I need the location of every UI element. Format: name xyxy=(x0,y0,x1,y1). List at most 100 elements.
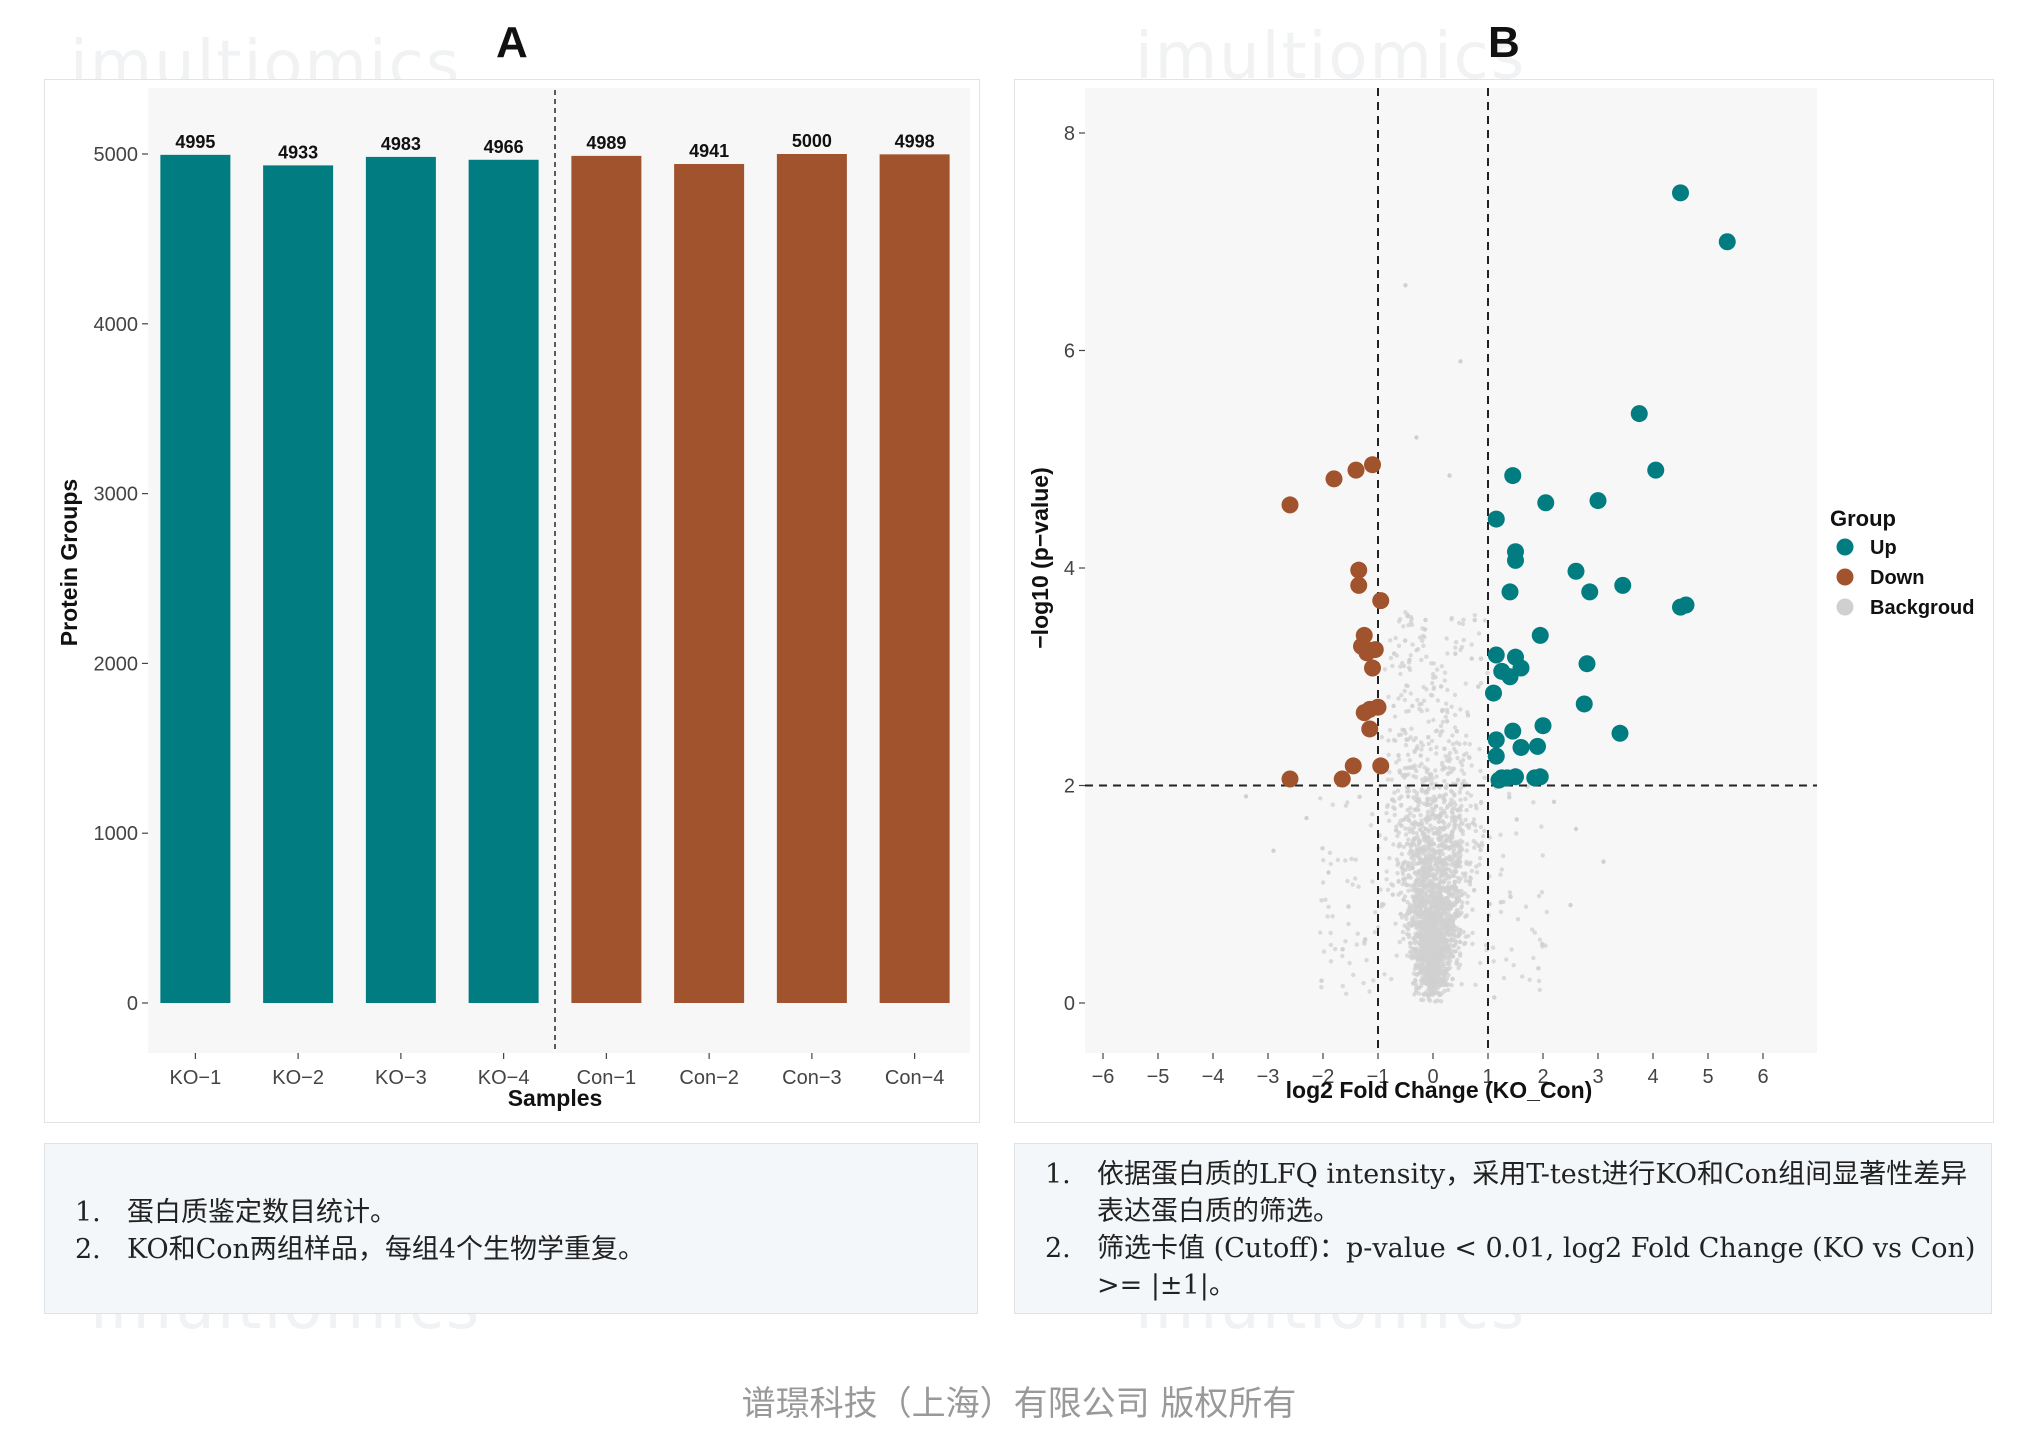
up-point xyxy=(1575,695,1593,713)
panel-b-letter: B xyxy=(1488,18,1520,67)
background-point xyxy=(1434,745,1439,750)
up-point xyxy=(1581,583,1599,601)
background-point xyxy=(1439,873,1444,878)
background-point xyxy=(1466,754,1472,760)
down-point xyxy=(1347,461,1365,479)
background-point xyxy=(1440,719,1446,725)
background-point xyxy=(1477,746,1482,752)
background-point xyxy=(1420,901,1425,906)
background-point xyxy=(1442,918,1447,924)
background-point xyxy=(1399,823,1404,828)
background-point xyxy=(1410,703,1415,709)
background-point xyxy=(1573,826,1579,832)
up-point xyxy=(1507,768,1524,786)
background-point xyxy=(1438,906,1443,911)
background-point xyxy=(1426,992,1431,997)
x-axis-title: log2 Fold Change (KO_Con) xyxy=(1286,1077,1593,1103)
background-point xyxy=(1446,739,1452,744)
up-point xyxy=(1647,461,1665,479)
background-point xyxy=(1439,961,1445,966)
background-point xyxy=(1409,849,1415,854)
background-point xyxy=(1469,656,1474,661)
bar-value-label: 4983 xyxy=(381,134,421,154)
background-point xyxy=(1430,680,1435,686)
background-point xyxy=(1424,955,1429,961)
background-point xyxy=(1401,860,1406,866)
note-item: 2. 筛选卡值 (Cutoff)：p-value < 0.01, log2 Fol… xyxy=(1045,1230,1981,1304)
background-point xyxy=(1476,631,1482,636)
panel-a-letter: A xyxy=(496,18,528,67)
background-point xyxy=(1427,967,1433,973)
background-point xyxy=(1437,837,1442,842)
background-point xyxy=(1498,909,1504,915)
up-point xyxy=(1487,510,1505,528)
background-point xyxy=(1458,838,1463,843)
background-point xyxy=(1442,678,1447,683)
x-tick-label: −3 xyxy=(1257,1066,1280,1088)
background-point xyxy=(1423,790,1428,795)
background-point xyxy=(1450,976,1455,982)
legend-title: Group xyxy=(1830,506,1896,531)
background-point xyxy=(1465,790,1470,796)
background-point xyxy=(1420,922,1426,928)
background-point xyxy=(1439,843,1444,848)
background-point xyxy=(1403,638,1408,643)
bar xyxy=(674,164,745,1003)
background-point xyxy=(1454,939,1459,944)
background-point xyxy=(1357,794,1362,799)
background-point xyxy=(1435,698,1441,703)
up-point xyxy=(1504,467,1522,485)
background-point xyxy=(1428,945,1433,950)
background-point xyxy=(1408,810,1413,816)
background-point xyxy=(1413,807,1419,812)
background-point xyxy=(1455,777,1461,783)
background-point xyxy=(1543,943,1548,948)
background-point xyxy=(1539,824,1544,829)
background-point xyxy=(1428,933,1433,938)
background-point xyxy=(1457,939,1463,945)
background-point xyxy=(1478,847,1483,853)
bar-value-label: 4933 xyxy=(278,142,318,162)
background-point xyxy=(1328,942,1334,948)
background-point xyxy=(1387,769,1392,775)
background-point xyxy=(1415,798,1420,804)
up-point xyxy=(1534,717,1552,735)
background-point xyxy=(1408,949,1413,955)
down-point xyxy=(1350,576,1368,594)
background-point xyxy=(1403,742,1409,748)
background-point xyxy=(1434,903,1439,908)
background-point xyxy=(1392,714,1398,719)
background-point xyxy=(1414,435,1419,440)
background-point xyxy=(1351,972,1356,978)
background-point xyxy=(1401,624,1406,629)
background-point xyxy=(1454,961,1459,966)
background-point xyxy=(1456,897,1462,903)
background-point xyxy=(1523,904,1529,909)
background-point xyxy=(1540,853,1545,858)
background-point xyxy=(1390,892,1395,897)
background-point xyxy=(1468,803,1473,809)
background-point xyxy=(1413,949,1418,955)
background-point xyxy=(1417,856,1422,861)
background-point xyxy=(1537,937,1543,942)
background-point xyxy=(1330,802,1335,807)
background-point xyxy=(1335,857,1341,863)
note-item: 1. 蛋白质鉴定数目统计。 xyxy=(75,1194,977,1231)
background-point xyxy=(1330,914,1335,919)
background-point xyxy=(1428,873,1433,878)
background-point xyxy=(1426,735,1431,740)
background-point xyxy=(1384,869,1389,874)
up-point xyxy=(1578,655,1596,673)
background-point xyxy=(1469,763,1474,768)
background-point xyxy=(1414,768,1419,774)
background-point xyxy=(1420,962,1425,967)
background-point xyxy=(1411,920,1416,926)
background-point xyxy=(1389,777,1394,782)
up-point xyxy=(1718,233,1736,251)
background-point xyxy=(1451,943,1456,949)
bar-value-label: 4941 xyxy=(689,141,729,161)
background-point xyxy=(1509,947,1514,952)
background-point xyxy=(1415,876,1420,882)
background-point xyxy=(1420,781,1425,786)
background-point xyxy=(1414,962,1419,967)
